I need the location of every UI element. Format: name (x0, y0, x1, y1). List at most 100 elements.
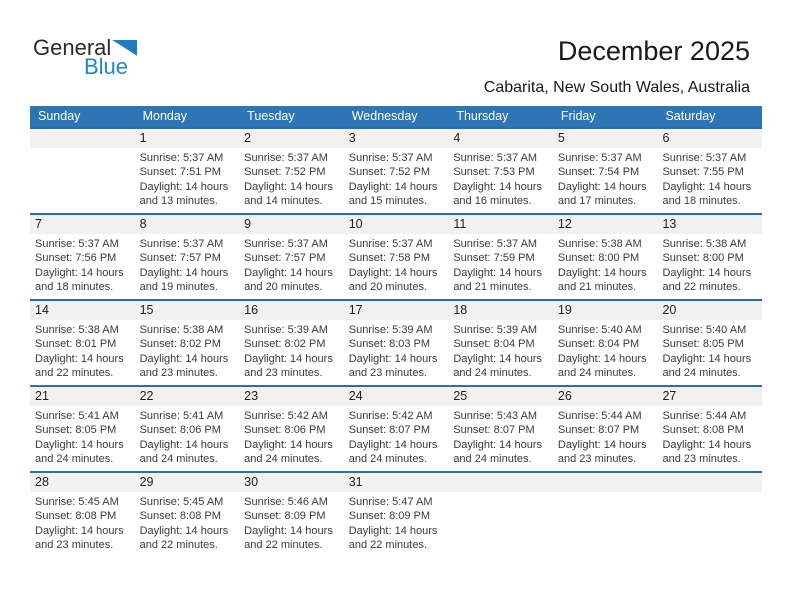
day-number-empty (552, 473, 658, 493)
page-title: December 2025 (557, 36, 750, 66)
sunset-text: Sunset: 7:52 PM (244, 166, 326, 179)
sunset-text: Sunset: 8:08 PM (662, 424, 744, 437)
sunset-text: Sunset: 8:08 PM (35, 510, 117, 523)
day-cell-16: 16 Sunrise: 5:39 AM Sunset: 8:02 PM Dayligh… (239, 301, 344, 385)
day-number: 3 (343, 129, 449, 149)
sunset-text: Sunset: 8:06 PM (139, 424, 221, 437)
calendar-table: Sunday Monday Tuesday Wednesday Thursday Frid… (30, 106, 763, 557)
day-cell-24: 24 Sunrise: 5:42 AM Sunset: 8:07 PM Dayligh… (343, 387, 449, 471)
day-number: 2 (239, 129, 344, 149)
day-cell-28: 28 Sunrise: 5:45 AM Sunset: 8:08 PM Dayligh… (30, 473, 135, 557)
day-number: 20 (657, 301, 763, 321)
sunset-text: Sunset: 7:52 PM (348, 166, 431, 179)
weekday-header-thursday: Thursday (456, 109, 509, 124)
sunrise-text: Sunrise: 5:46 AM (244, 496, 328, 509)
day-cell-29: 29 Sunrise: 5:45 AM Sunset: 8:08 PM Dayligh… (134, 473, 240, 557)
day-number: 30 (239, 473, 344, 493)
day-details: Sunrise: 5:41 AM Sunset: 8:05 PM Daylight:… (30, 406, 135, 467)
day-cell-empty (552, 473, 658, 557)
day-details: Sunrise: 5:40 AM Sunset: 8:04 PM Daylight:… (553, 320, 658, 381)
day-details: Sunrise: 5:37 AM Sunset: 7:52 PM Daylight:… (239, 148, 344, 209)
day-cell-23: 23 Sunrise: 5:42 AM Sunset: 8:06 PM Dayligh… (239, 387, 344, 471)
sunset-text: Sunset: 8:09 PM (348, 510, 431, 523)
sunset-text: Sunset: 8:04 PM (453, 338, 535, 351)
weekday-header-row: Sunday Monday Tuesday Wednesday Thursday Frid… (30, 106, 762, 128)
day-cell-25: 25 Sunrise: 5:43 AM Sunset: 8:07 PM Dayligh… (448, 387, 553, 471)
sunrise-text: Sunrise: 5:43 AM (453, 410, 538, 423)
day-cell-11: 11 Sunrise: 5:37 AM Sunset: 7:59 PM Dayligh… (448, 215, 553, 299)
sunrise-text: Sunrise: 5:42 AM (348, 410, 433, 423)
day-number: 28 (30, 473, 135, 493)
day-number: 22 (134, 387, 240, 407)
day-details: Sunrise: 5:41 AM Sunset: 8:06 PM Daylight:… (135, 406, 240, 467)
day-number-empty (657, 473, 763, 493)
daylight-text: Daylight: 14 hours and 20 minutes. (244, 266, 333, 294)
sunset-text: Sunset: 7:51 PM (139, 166, 221, 179)
day-number-empty (30, 129, 135, 149)
day-cell-14: 14 Sunrise: 5:38 AM Sunset: 8:01 PM Dayligh… (30, 301, 135, 385)
day-details: Sunrise: 5:37 AM Sunset: 7:52 PM Daylight:… (344, 148, 449, 209)
day-cell-empty (657, 473, 763, 557)
sunset-text: Sunset: 7:59 PM (453, 252, 535, 265)
sunset-text: Sunset: 8:07 PM (348, 424, 431, 437)
sunrise-text: Sunrise: 5:39 AM (244, 324, 328, 337)
day-cell-2: 2 Sunrise: 5:37 AM Sunset: 7:52 PM Daylight… (239, 129, 344, 213)
sunrise-text: Sunrise: 5:37 AM (453, 152, 538, 165)
sunrise-text: Sunrise: 5:45 AM (35, 496, 119, 509)
day-cell-22: 22 Sunrise: 5:41 AM Sunset: 8:06 PM Dayligh… (134, 387, 240, 471)
sunset-text: Sunset: 8:06 PM (244, 424, 326, 437)
day-number: 6 (657, 129, 763, 149)
day-cell-17: 17 Sunrise: 5:39 AM Sunset: 8:03 PM Dayligh… (343, 301, 449, 385)
daylight-text: Daylight: 14 hours and 13 minutes. (139, 180, 229, 208)
sunrise-text: Sunrise: 5:37 AM (139, 238, 224, 251)
day-cell-21: 21 Sunrise: 5:41 AM Sunset: 8:05 PM Dayligh… (30, 387, 135, 471)
day-number: 26 (552, 387, 658, 407)
day-cell-5: 5 Sunrise: 5:37 AM Sunset: 7:54 PM Daylight… (552, 129, 658, 213)
sunset-text: Sunset: 8:02 PM (139, 338, 221, 351)
weekday-header-tuesday: Tuesday (247, 109, 295, 124)
sunrise-text: Sunrise: 5:39 AM (348, 324, 433, 337)
sunset-text: Sunset: 7:53 PM (453, 166, 535, 179)
sunrise-text: Sunrise: 5:37 AM (348, 152, 433, 165)
sunset-text: Sunset: 7:55 PM (662, 166, 744, 179)
weekday-header-wednesday: Wednesday (351, 109, 418, 124)
sunset-text: Sunset: 7:57 PM (139, 252, 221, 265)
day-number: 12 (552, 215, 658, 235)
daylight-text: Daylight: 14 hours and 22 minutes. (244, 524, 333, 552)
day-details: Sunrise: 5:39 AM Sunset: 8:03 PM Daylight:… (344, 320, 449, 381)
day-details: Sunrise: 5:44 AM Sunset: 8:08 PM Daylight:… (657, 406, 762, 467)
day-cell-9: 9 Sunrise: 5:37 AM Sunset: 7:57 PM Daylight… (239, 215, 344, 299)
sunrise-text: Sunrise: 5:37 AM (453, 238, 538, 251)
day-details: Sunrise: 5:40 AM Sunset: 8:05 PM Daylight:… (657, 320, 762, 381)
day-number: 15 (134, 301, 240, 321)
day-number: 25 (448, 387, 553, 407)
sunrise-text: Sunrise: 5:40 AM (557, 324, 642, 337)
day-cell-27: 27 Sunrise: 5:44 AM Sunset: 8:08 PM Dayligh… (657, 387, 763, 471)
day-cell-15: 15 Sunrise: 5:38 AM Sunset: 8:02 PM Dayligh… (134, 301, 240, 385)
daylight-text: Daylight: 14 hours and 23 minutes. (35, 524, 124, 552)
daylight-text: Daylight: 14 hours and 16 minutes. (453, 180, 542, 208)
day-cell-empty (448, 473, 553, 557)
day-number: 7 (30, 215, 135, 235)
weekday-header-saturday: Saturday (665, 109, 716, 124)
day-number: 8 (134, 215, 240, 235)
sunset-text: Sunset: 7:54 PM (557, 166, 640, 179)
sunset-text: Sunset: 7:58 PM (348, 252, 431, 265)
day-number: 5 (552, 129, 658, 149)
sunrise-text: Sunrise: 5:37 AM (557, 152, 642, 165)
day-number: 24 (343, 387, 449, 407)
day-number: 13 (657, 215, 763, 235)
sunset-text: Sunset: 8:05 PM (662, 338, 744, 351)
day-details: Sunrise: 5:37 AM Sunset: 7:56 PM Daylight:… (30, 234, 135, 295)
day-number: 18 (448, 301, 553, 321)
day-details: Sunrise: 5:37 AM Sunset: 7:57 PM Daylight:… (239, 234, 344, 295)
day-details: Sunrise: 5:39 AM Sunset: 8:04 PM Daylight:… (448, 320, 553, 381)
daylight-text: Daylight: 14 hours and 22 minutes. (35, 352, 124, 380)
day-cell-3: 3 Sunrise: 5:37 AM Sunset: 7:52 PM Daylight… (343, 129, 449, 213)
weekday-header-monday: Monday (142, 109, 188, 124)
day-cell-26: 26 Sunrise: 5:44 AM Sunset: 8:07 PM Dayligh… (552, 387, 658, 471)
week-row: 7 Sunrise: 5:37 AM Sunset: 7:56 PM Daylight… (30, 213, 763, 299)
sunrise-text: Sunrise: 5:38 AM (662, 238, 747, 251)
day-details: Sunrise: 5:37 AM Sunset: 7:57 PM Daylight:… (135, 234, 240, 295)
sunset-text: Sunset: 8:03 PM (348, 338, 431, 351)
